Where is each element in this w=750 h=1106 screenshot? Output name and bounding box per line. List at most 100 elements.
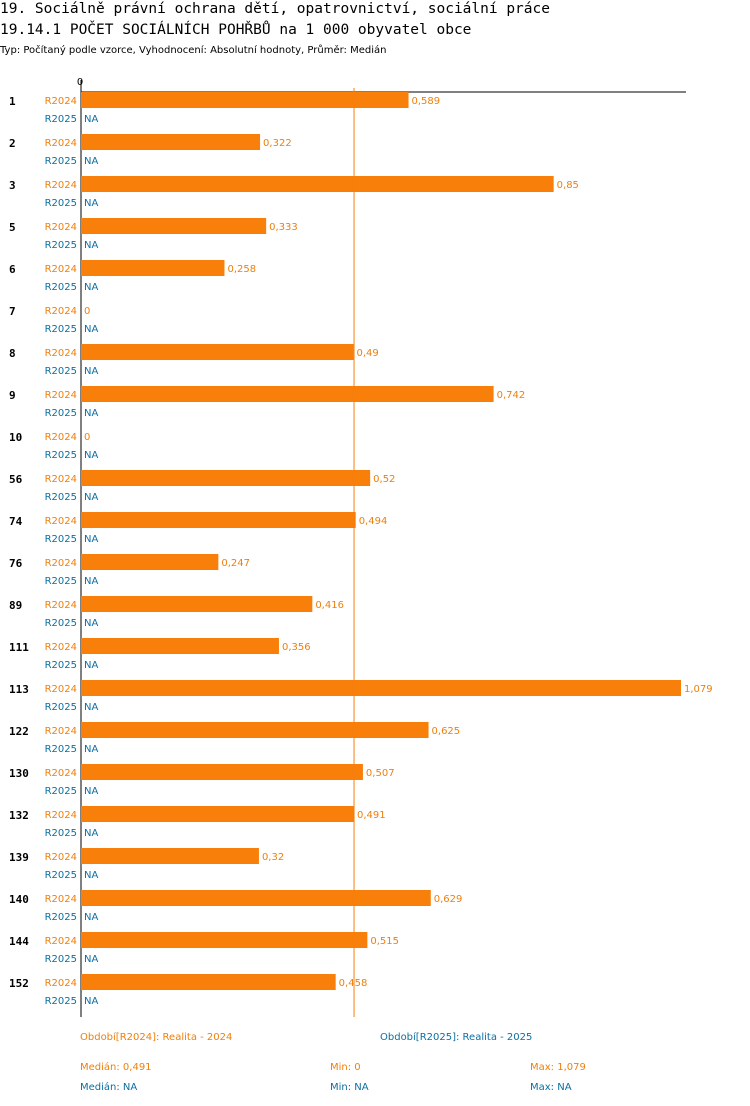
min-2024: Min: 0 <box>330 1062 361 1073</box>
series-label-r2025: R2025 <box>45 408 77 419</box>
bar-r2024 <box>81 344 354 360</box>
data-label-r2024: 0,322 <box>263 138 292 149</box>
bar-r2024 <box>81 974 336 990</box>
median-2024: Medián: 0,491 <box>80 1062 152 1073</box>
data-label-r2024: 0,49 <box>356 348 378 359</box>
category-label: 144 <box>9 935 29 948</box>
data-label-r2024: 0,742 <box>497 390 526 401</box>
data-label-r2025: NA <box>84 450 98 461</box>
bar-r2024 <box>81 722 429 738</box>
data-label-r2025: NA <box>84 408 98 419</box>
series-label-r2024: R2024 <box>45 96 77 107</box>
category-label: 2 <box>9 137 16 150</box>
data-label-r2025: NA <box>84 282 98 293</box>
data-label-r2025: NA <box>84 618 98 629</box>
data-label-r2024: 0,491 <box>357 810 386 821</box>
data-label-r2025: NA <box>84 954 98 965</box>
series-label-r2024: R2024 <box>45 264 77 275</box>
category-label: 132 <box>9 809 29 822</box>
series-label-r2024: R2024 <box>45 222 77 233</box>
category-label: 7 <box>9 305 16 318</box>
chart-subtitle: Typ: Počítaný podle vzorce, Vyhodnocení:… <box>0 45 387 56</box>
bar-r2024 <box>81 680 681 696</box>
series-label-r2025: R2025 <box>45 240 77 251</box>
series-label-r2024: R2024 <box>45 348 77 359</box>
data-label-r2024: 0,494 <box>359 516 388 527</box>
data-label-r2024: 0,85 <box>557 180 579 191</box>
series-label-r2025: R2025 <box>45 828 77 839</box>
series-label-r2024: R2024 <box>45 852 77 863</box>
bar-r2024 <box>81 638 279 654</box>
data-label-r2024: 0,589 <box>412 96 441 107</box>
series-label-r2024: R2024 <box>45 726 77 737</box>
data-label-r2024: 1,079 <box>684 684 713 695</box>
data-label-r2024: 0,515 <box>370 936 399 947</box>
series-label-r2024: R2024 <box>45 600 77 611</box>
series-label-r2025: R2025 <box>45 870 77 881</box>
data-label-r2024: 0,458 <box>339 978 368 989</box>
category-label: 111 <box>9 641 29 654</box>
category-label: 113 <box>9 683 29 696</box>
bar-r2024 <box>81 554 219 570</box>
category-label: 1 <box>9 95 16 108</box>
data-label-r2025: NA <box>84 240 98 251</box>
data-label-r2024: 0,52 <box>373 474 395 485</box>
data-label-r2025: NA <box>84 786 98 797</box>
bar-r2024 <box>81 386 494 402</box>
max-2024: Max: 1,079 <box>530 1062 586 1073</box>
bar-r2024 <box>81 848 259 864</box>
legend-period-2024: Období[R2024]: Realita - 2024 <box>80 1032 233 1043</box>
data-label-r2024: 0 <box>84 432 90 443</box>
series-label-r2024: R2024 <box>45 390 77 401</box>
series-label-r2024: R2024 <box>45 978 77 989</box>
category-label: 122 <box>9 725 29 738</box>
data-label-r2025: NA <box>84 366 98 377</box>
bar-r2024 <box>81 260 225 276</box>
series-label-r2024: R2024 <box>45 180 77 191</box>
category-label: 76 <box>9 557 23 570</box>
series-label-r2025: R2025 <box>45 114 77 125</box>
bar-r2024 <box>81 512 356 528</box>
max-2025: Max: NA <box>530 1082 572 1093</box>
legend-period-2025: Období[R2025]: Realita - 2025 <box>380 1032 533 1043</box>
series-label-r2025: R2025 <box>45 786 77 797</box>
series-label-r2024: R2024 <box>45 432 77 443</box>
data-label-r2024: 0,416 <box>315 600 344 611</box>
series-label-r2025: R2025 <box>45 198 77 209</box>
series-label-r2024: R2024 <box>45 306 77 317</box>
series-label-r2025: R2025 <box>45 366 77 377</box>
category-label: 9 <box>9 389 16 402</box>
min-2025: Min: NA <box>330 1082 369 1093</box>
bar-r2024 <box>81 176 554 192</box>
median-2025: Medián: NA <box>80 1082 138 1093</box>
series-label-r2025: R2025 <box>45 954 77 965</box>
series-label-r2025: R2025 <box>45 660 77 671</box>
series-label-r2025: R2025 <box>45 156 77 167</box>
series-label-r2024: R2024 <box>45 642 77 653</box>
data-label-r2024: 0,247 <box>221 558 250 569</box>
data-label-r2025: NA <box>84 156 98 167</box>
series-label-r2025: R2025 <box>45 996 77 1007</box>
data-label-r2025: NA <box>84 744 98 755</box>
data-label-r2025: NA <box>84 660 98 671</box>
category-label: 140 <box>9 893 29 906</box>
series-label-r2025: R2025 <box>45 282 77 293</box>
series-label-r2025: R2025 <box>45 744 77 755</box>
data-label-r2024: 0 <box>84 306 90 317</box>
data-label-r2024: 0,356 <box>282 642 311 653</box>
series-label-r2024: R2024 <box>45 894 77 905</box>
data-label-r2025: NA <box>84 828 98 839</box>
category-label: 6 <box>9 263 16 276</box>
data-label-r2025: NA <box>84 576 98 587</box>
data-label-r2025: NA <box>84 492 98 503</box>
series-label-r2025: R2025 <box>45 324 77 335</box>
category-label: 10 <box>9 431 22 444</box>
data-label-r2024: 0,258 <box>227 264 256 275</box>
series-label-r2024: R2024 <box>45 516 77 527</box>
category-label: 130 <box>9 767 29 780</box>
data-label-r2025: NA <box>84 870 98 881</box>
data-label-r2025: NA <box>84 534 98 545</box>
bar-r2024 <box>81 470 371 486</box>
series-label-r2024: R2024 <box>45 936 77 947</box>
data-label-r2024: 0,629 <box>434 894 463 905</box>
